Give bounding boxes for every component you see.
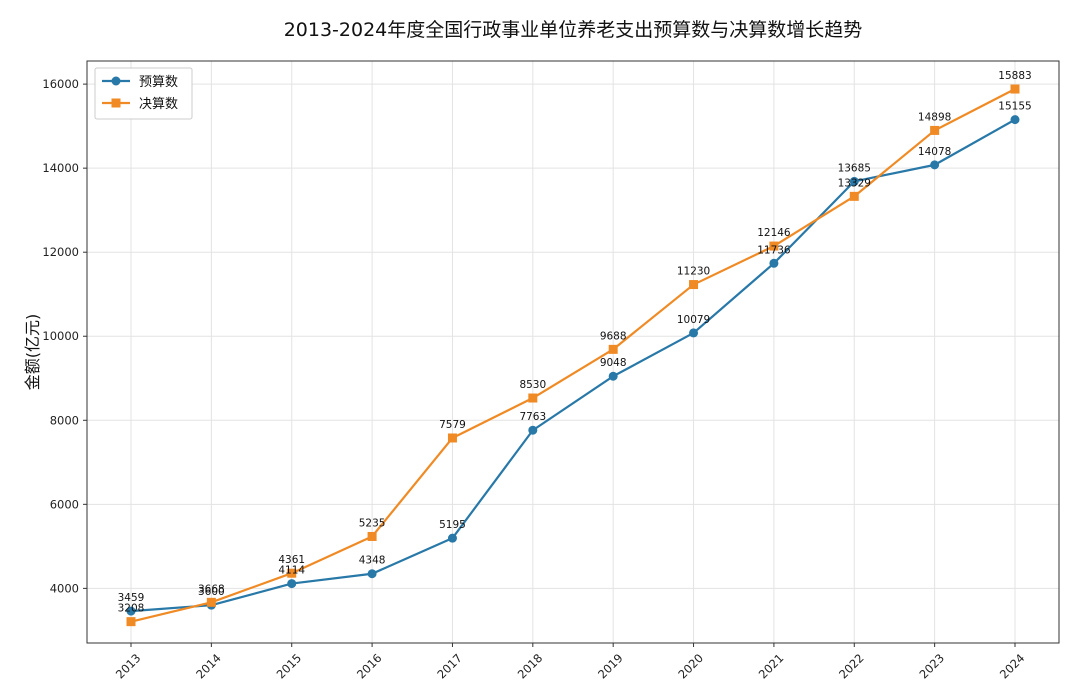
data-label: 7763 [519,411,546,423]
data-label: 4114 [278,565,305,577]
data-point-circle [1010,115,1020,125]
data-label: 10079 [677,314,710,326]
data-point-circle [447,533,457,543]
data-label: 12146 [757,227,791,239]
data-point-circle [769,258,779,268]
y-tick-label: 6000 [50,497,79,511]
data-label: 15883 [998,70,1031,82]
data-point-square [1010,84,1020,94]
data-point-square [689,280,699,290]
y-tick-label: 12000 [42,245,79,259]
data-point-square [608,344,618,354]
data-label: 3600 [198,586,225,598]
y-tick-label: 8000 [50,413,79,427]
legend-marker-circle [111,76,121,86]
data-label: 11736 [757,244,791,256]
y-tick-label: 10000 [42,329,79,343]
legend-label: 决算数 [139,97,178,112]
x-tick-label: 2015 [274,651,305,682]
y-axis-label: 金额(亿元) [23,314,42,391]
data-point-circle [367,569,377,579]
x-tick-label: 2017 [434,651,465,682]
data-label: 13685 [838,162,871,174]
x-tick-label: 2013 [113,651,144,682]
data-label: 15155 [998,101,1031,113]
data-point-circle [930,160,940,170]
legend-marker-square [111,98,121,108]
data-label: 3459 [118,592,145,604]
series-line-2 [130,88,1016,623]
data-label: 14898 [918,111,951,123]
x-tick-label: 2016 [354,651,385,682]
x-tick-label: 2020 [675,651,706,682]
data-label: 13329 [838,177,871,189]
data-label: 9688 [600,330,627,342]
data-label: 3668 [198,583,225,595]
data-point-circle [126,606,136,616]
plot-area-frame [86,60,1060,644]
x-tick-label: 2019 [595,651,626,682]
data-point-circle [689,328,699,338]
series-line-1 [130,118,1016,613]
x-tick-label: 2021 [756,651,787,682]
data-point-square [287,568,297,578]
data-label: 4348 [359,555,386,567]
data-label: 14078 [918,146,951,158]
series-lines [126,84,1020,627]
data-label: 4361 [278,554,305,566]
legend-label: 预算数 [139,75,178,90]
data-label: 11230 [677,266,710,278]
y-tick-label: 4000 [50,581,79,595]
x-tick-label: 2014 [193,651,224,682]
data-label: 7579 [439,419,466,431]
data-label: 8530 [519,379,546,391]
data-point-circle [849,176,859,186]
data-point-square [849,191,859,201]
chart-title: 2013-2024年度全国行政事业单位养老支出预算数与决算数增长趋势 [284,19,863,41]
data-point-circle [528,425,538,435]
data-point-square [126,617,136,627]
data-point-square [930,125,940,135]
data-label: 5195 [439,519,466,531]
data-point-square [528,393,538,403]
x-tick-label: 2022 [836,651,867,682]
x-tick-label: 2018 [515,651,546,682]
data-label: 3208 [118,603,145,615]
data-point-square [206,597,216,607]
data-label: 9048 [600,357,627,369]
y-tick-label: 14000 [42,161,79,175]
data-point-circle [287,579,297,589]
data-point-square [769,241,779,251]
y-tick-label: 16000 [42,77,79,91]
data-label: 5235 [359,517,386,529]
data-point-circle [608,371,618,381]
data-labels: 3459 3600 4114 4348 5195 7763 9048 10079 11736 13… [118,70,1032,615]
x-tick-label: 2023 [917,651,948,682]
x-tick-label: 2024 [997,651,1028,682]
data-point-square [367,531,377,541]
data-point-square [447,433,457,443]
